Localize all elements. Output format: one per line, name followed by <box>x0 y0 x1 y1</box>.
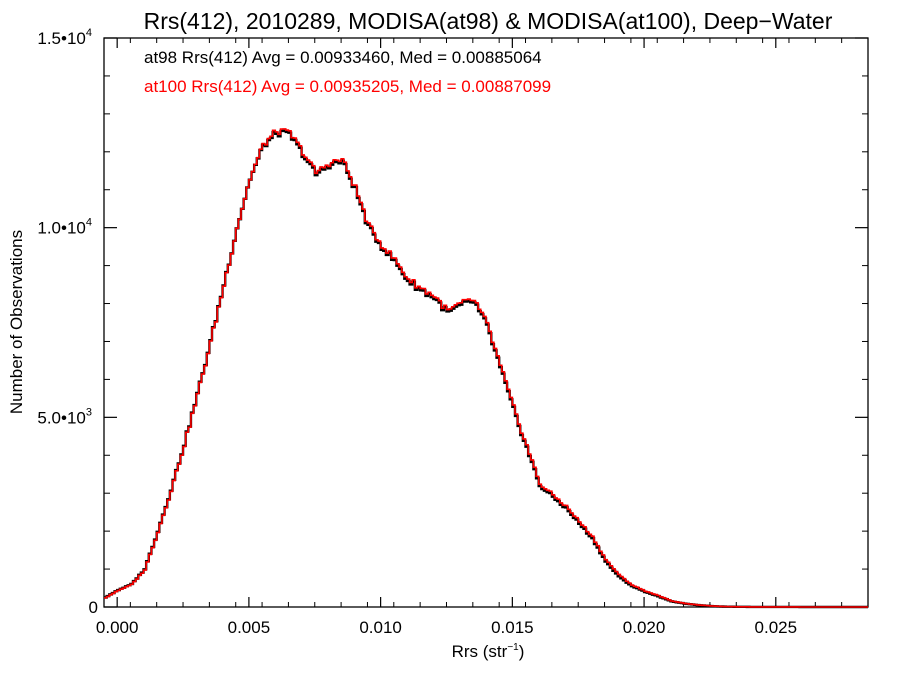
x-axis-label-superscript: −1 <box>507 642 519 653</box>
x-axis-label-main: Rrs (str <box>452 642 508 661</box>
x-axis-label: Rrs (str−1) <box>452 642 525 661</box>
plot-frame <box>103 37 869 608</box>
series-line-at98 <box>104 129 868 609</box>
x-tick-label: 0.020 <box>623 618 666 637</box>
series-layer <box>104 128 868 609</box>
y-tick-label: 0 <box>89 598 98 617</box>
series-annotation-at100: at100 Rrs(412) Avg = 0.00935205, Med = 0… <box>144 77 551 96</box>
y-tick-label-base: 0 <box>89 598 98 617</box>
x-tick-label: 0.010 <box>359 618 402 637</box>
series-line-at100 <box>104 128 868 608</box>
y-tick-label: 1.5•104 <box>37 27 92 48</box>
y-tick-label-base: 1.0•10 <box>37 219 86 238</box>
x-tick-label: 0.025 <box>755 618 798 637</box>
axis-ticks: 0.000 0.005 0.010 0.015 0.020 0.025 0 5.0•103 1.… <box>37 27 868 637</box>
x-tick-label: 0.005 <box>228 618 271 637</box>
series-annotation-at98: at98 Rrs(412) Avg = 0.00933460, Med = 0.… <box>144 48 542 67</box>
x-tick-label: 0.000 <box>96 618 139 637</box>
y-tick-label-exponent: 4 <box>86 27 92 39</box>
y-tick-label: 5.0•103 <box>37 406 92 427</box>
y-axis-label: Number of Observations <box>7 230 26 414</box>
y-tick-label-exponent: 4 <box>86 217 92 229</box>
x-tick-label: 0.015 <box>491 618 534 637</box>
chart-title: Rrs(412), 2010289, MODISA(at98) & MODISA… <box>144 8 833 34</box>
y-tick-label-base: 1.5•10 <box>37 29 86 48</box>
y-tick-label-exponent: 3 <box>86 406 92 418</box>
x-axis-label-end: ) <box>519 642 525 661</box>
y-tick-label: 1.0•104 <box>37 217 92 238</box>
y-tick-label-base: 5.0•10 <box>37 408 86 427</box>
